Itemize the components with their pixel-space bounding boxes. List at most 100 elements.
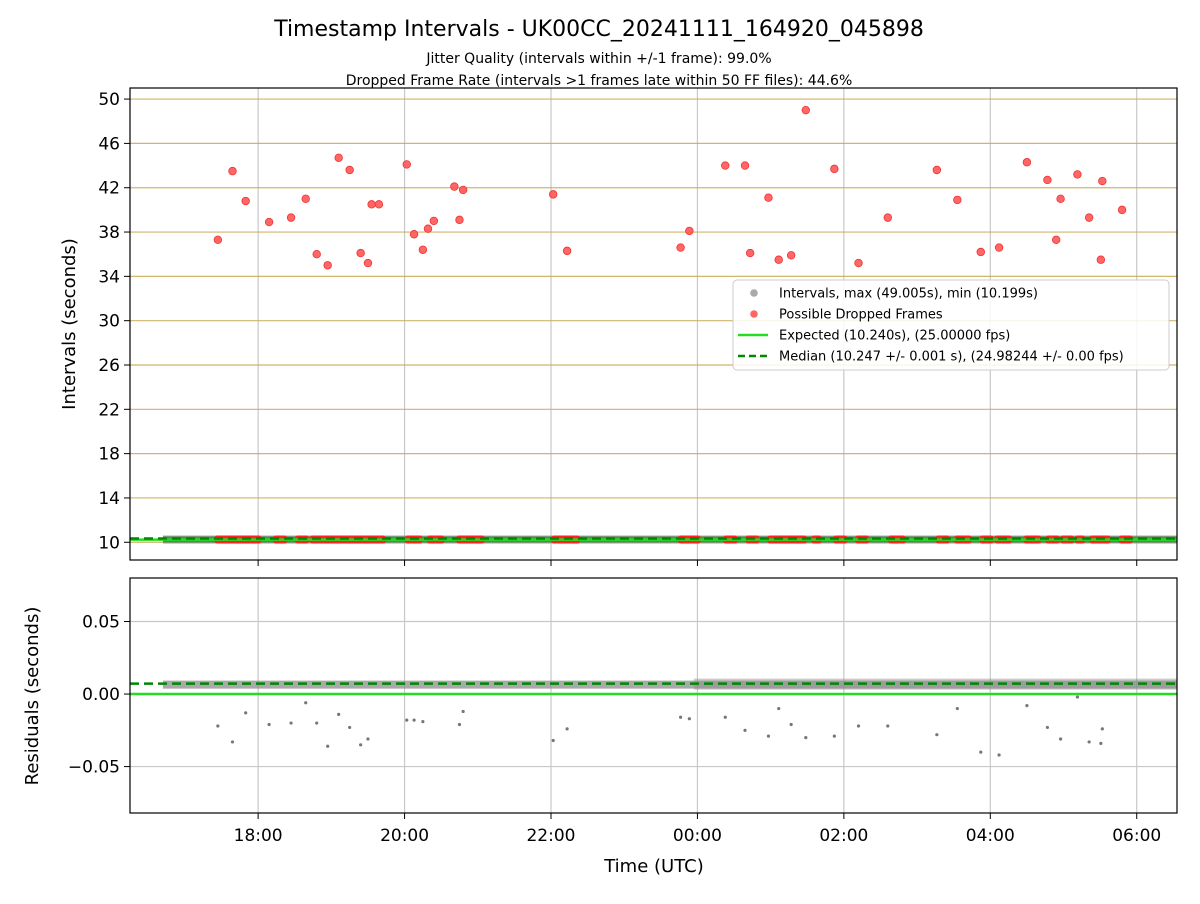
dropped-frame-point xyxy=(455,215,464,225)
residual-point xyxy=(1087,740,1091,744)
residual-point xyxy=(856,724,861,728)
intervals-y-tick-label: 18 xyxy=(98,445,120,465)
dropped-frame-point xyxy=(1043,175,1052,185)
dropped-frame-point xyxy=(801,105,810,115)
intervals-y-tick-label: 46 xyxy=(98,134,120,154)
dropped-frame-point xyxy=(356,248,365,258)
intervals-y-tick-label: 42 xyxy=(98,179,120,199)
dropped-frame-point xyxy=(740,161,750,170)
dropped-frame-point xyxy=(1096,255,1106,264)
intervals-y-tick-label: 50 xyxy=(98,90,120,110)
time-x-tick-label: 04:00 xyxy=(966,826,1015,846)
dropped-frame-point xyxy=(402,160,411,169)
dropped-frame-point xyxy=(1098,176,1107,186)
residual-point xyxy=(326,744,330,748)
residual-point xyxy=(886,724,890,728)
time-x-tick-label: 18:00 xyxy=(234,826,283,846)
residual-point xyxy=(1100,727,1104,731)
residual-point xyxy=(216,724,220,728)
dropped-frame-point xyxy=(774,255,783,264)
residual-point xyxy=(743,728,747,732)
dropped-frame-point xyxy=(312,249,321,259)
intervals-y-tick-label: 10 xyxy=(98,533,120,553)
residual-point xyxy=(804,735,808,740)
chart-subtitle-jitter: Jitter Quality (intervals within +/-1 fr… xyxy=(425,51,771,67)
dropped-frame-point xyxy=(764,193,773,202)
residual-point xyxy=(687,717,691,721)
time-x-tick-label: 02:00 xyxy=(819,826,868,846)
residual-point xyxy=(267,722,271,727)
dropped-frame-point xyxy=(548,190,558,199)
dropped-frame-point xyxy=(976,247,985,257)
dropped-frame-point xyxy=(721,161,730,170)
dropped-frame-point xyxy=(932,165,942,175)
dropped-frame-point xyxy=(994,243,1004,252)
dropped-frame-point xyxy=(830,164,839,174)
residuals-axes: −0.05 0.00 0.05 18:00 20:00 22:00 00:00 02:00 04… xyxy=(68,613,1161,846)
dropped-frame-point xyxy=(374,200,384,209)
chart-subtitle-dropped: Dropped Frame Rate (intervals >1 frames … xyxy=(346,73,853,89)
dropped-frame-point xyxy=(367,200,376,209)
dropped-frame-point xyxy=(1056,194,1065,203)
dropped-frame-point xyxy=(286,213,296,222)
residuals-y-axis-label: Residuals (seconds) xyxy=(22,607,43,786)
residual-point xyxy=(1025,704,1029,708)
dropped-frame-point xyxy=(1051,235,1061,244)
residual-point xyxy=(359,743,363,747)
dropped-frame-point xyxy=(264,217,274,227)
dropped-frame-point xyxy=(363,258,373,268)
intervals-axes: 10 14 18 22 26 30 34 38 42 46 50 xyxy=(98,90,1138,566)
dropped-frame-point xyxy=(883,213,892,222)
legend-label: Expected (10.240s), (25.00000 fps) xyxy=(779,329,1010,344)
residual-point xyxy=(244,711,248,715)
residuals-y-tick-label: 0.05 xyxy=(82,613,120,633)
time-x-tick-label: 06:00 xyxy=(1112,826,1161,846)
dropped-frame-point xyxy=(334,153,343,163)
dropped-frame-point xyxy=(423,224,433,233)
residual-point xyxy=(1045,725,1050,730)
legend-frame xyxy=(732,279,1170,371)
residual-point xyxy=(348,725,352,730)
dropped-frame-point xyxy=(458,185,468,195)
time-x-tick-label: 22:00 xyxy=(526,826,575,846)
residuals-panel: −0.05 0.00 0.05 18:00 20:00 22:00 00:00 02:00 04… xyxy=(22,577,1178,877)
residual-point xyxy=(955,706,959,711)
legend-label: Possible Dropped Frames xyxy=(779,308,943,323)
legend-label: Median (10.247 +/- 0.001 s), (24.98244 +… xyxy=(779,350,1124,365)
dropped-frame-point xyxy=(685,226,694,236)
dropped-frame-point xyxy=(228,166,237,176)
dropped-frame-point xyxy=(1117,205,1127,215)
residuals-plot-frame xyxy=(129,577,1178,814)
intervals-y-tick-label: 30 xyxy=(98,312,120,332)
dropped-frame-point xyxy=(1022,158,1032,167)
residual-point xyxy=(789,722,793,727)
intervals-y-tick-label: 26 xyxy=(98,356,120,376)
legend-marker xyxy=(750,289,758,297)
dropped-frame-point xyxy=(409,230,419,239)
dropped-frame-point xyxy=(429,216,439,226)
intervals-y-tick-label: 34 xyxy=(98,267,120,287)
residual-point xyxy=(289,721,293,725)
chart-title: Timestamp Intervals - UK00CC_20241111_16… xyxy=(273,17,924,42)
residual-point xyxy=(997,753,1001,757)
residual-point xyxy=(412,718,416,722)
dropped-frame-point xyxy=(786,251,796,260)
dropped-frame-point xyxy=(418,245,428,254)
dropped-frame-point xyxy=(345,165,354,175)
chart-legend: Intervals, max (49.005s), min (10.199s) P… xyxy=(732,279,1170,371)
residual-point xyxy=(979,750,983,754)
dropped-frame-point xyxy=(213,235,223,244)
dropped-frame-point xyxy=(1084,213,1094,222)
intervals-y-tick-label: 14 xyxy=(98,489,120,509)
intervals-plot-frame xyxy=(129,87,1178,561)
residual-point xyxy=(565,727,569,731)
dropped-frame-point xyxy=(450,182,459,191)
residual-point xyxy=(315,721,319,725)
dropped-frame-point xyxy=(676,243,685,252)
dropped-frame-point xyxy=(953,195,962,205)
residual-point xyxy=(777,706,781,711)
residual-point xyxy=(366,737,370,741)
residual-point xyxy=(832,734,836,738)
